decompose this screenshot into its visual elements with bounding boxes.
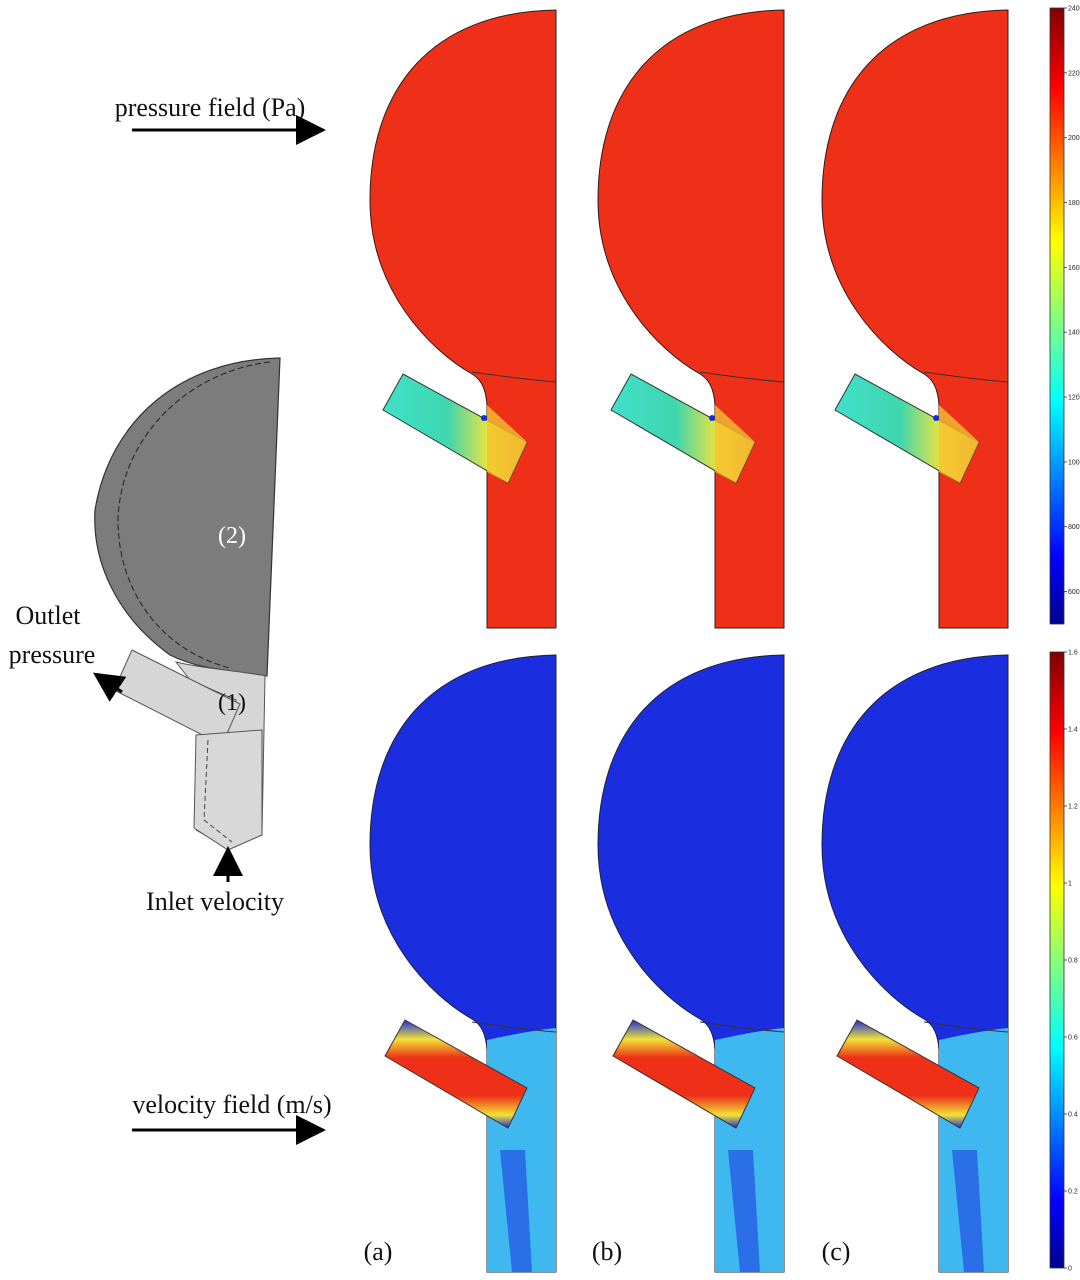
pressure-tick-label: 1800 — [1068, 200, 1080, 207]
outlet-label-line1: Outlet — [16, 601, 82, 630]
pressure-tick-label: 1000 — [1068, 459, 1080, 466]
velocity-colorbar: 1.6 1.4 1.2 1 0.8 0.6 0.4 0.2 0 — [1049, 650, 1078, 1273]
inlet-tube — [193, 729, 263, 851]
panel-label-c: (c) — [822, 1237, 851, 1266]
velocity-tick-label: 0.6 — [1068, 1035, 1078, 1042]
pressure-tick-label: 2000 — [1068, 135, 1080, 142]
region-2-inner-line — [117, 361, 271, 669]
pressure-tick-label: 2400 — [1068, 6, 1080, 13]
pressure-colorbar-ticks: 2400 2200 2000 1800 1600 1400 1200 1000 800 600 — [1064, 6, 1080, 596]
pressure-tick-label: 600 — [1068, 589, 1080, 596]
pressure-panel-a — [369, 9, 557, 629]
velocity-tick-label: 0 — [1068, 1266, 1072, 1273]
velocity-colorbar-ticks: 1.6 1.4 1.2 1 0.8 0.6 0.4 0.2 0 — [1064, 650, 1078, 1273]
velocity-field-label: velocity field (m/s) — [132, 1090, 331, 1119]
pressure-tick-label: 1600 — [1068, 265, 1080, 272]
velocity-tick-label: 0.2 — [1068, 1189, 1078, 1196]
outlet-label-line2: pressure — [9, 640, 96, 669]
region-2-label: (2) — [218, 523, 246, 549]
velocity-tick-label: 0.4 — [1068, 1112, 1078, 1119]
pressure-tick-label: 800 — [1068, 524, 1080, 531]
velocity-tick-label: 1.2 — [1068, 804, 1078, 811]
pressure-tick-label: 1400 — [1068, 330, 1080, 337]
velocity-tick-label: 1.4 — [1068, 727, 1078, 734]
pressure-colorbar: 2400 2200 2000 1800 1600 1400 1200 1000 800 600 — [1049, 6, 1080, 625]
pressure-field-label: pressure field (Pa) — [115, 93, 306, 122]
velocity-panels — [369, 654, 1009, 1273]
region-2-dome — [94, 357, 281, 677]
velocity-panel-b — [597, 654, 785, 1273]
pressure-panel-c — [821, 9, 1009, 629]
pressure-tick-label: 1200 — [1068, 395, 1080, 402]
panel-label-a: (a) — [364, 1237, 393, 1266]
inlet-dashed-line — [203, 739, 233, 843]
pressure-tick-label: 2200 — [1068, 70, 1080, 77]
pressure-panels — [369, 9, 1009, 629]
pressure-panel-b — [597, 9, 785, 629]
velocity-tick-label: 0.8 — [1068, 958, 1078, 965]
velocity-tick-label: 1 — [1068, 881, 1072, 888]
velocity-panel-c — [821, 654, 1009, 1273]
region-1-label: (1) — [218, 690, 246, 716]
inlet-label: Inlet velocity — [146, 887, 284, 916]
panel-label-b: (b) — [592, 1237, 622, 1266]
outlet-arrow — [93, 672, 127, 702]
velocity-panel-a — [369, 654, 557, 1273]
velocity-tick-label: 1.6 — [1068, 650, 1078, 657]
geometry-schematic: (2) (1) Outlet pressure Inlet velocity — [9, 357, 284, 916]
